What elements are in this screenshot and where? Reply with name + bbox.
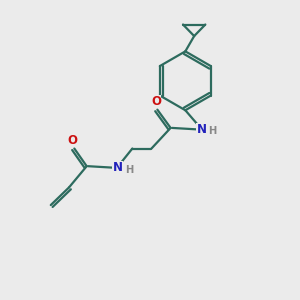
Text: O: O [68, 134, 78, 147]
Text: N: N [112, 161, 123, 174]
Text: N: N [196, 123, 206, 136]
Text: O: O [151, 95, 161, 108]
Text: H: H [125, 165, 134, 175]
Text: H: H [208, 126, 217, 136]
